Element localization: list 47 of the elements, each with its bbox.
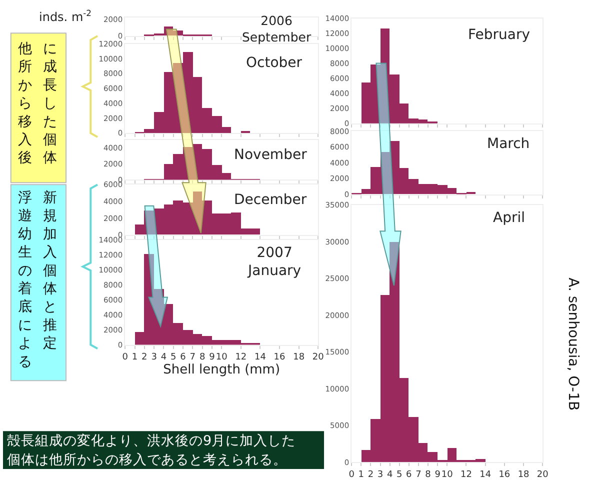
annotation: February <box>468 27 530 43</box>
x-tick-label: 1 <box>132 352 138 363</box>
text: 個体は他所からの移入であると考えられる。 <box>7 452 287 468</box>
x-tick-label: 8 <box>199 352 206 363</box>
x-tick-label: 5 <box>396 470 402 480</box>
annotation: November <box>234 147 308 163</box>
text: 浮遊幼生の着底による <box>18 190 32 370</box>
annotation: April <box>493 210 525 226</box>
text: 他所から移入後 <box>18 41 32 166</box>
x-tick-label: 6 <box>180 352 186 363</box>
x-tick-label: 8 <box>425 470 432 480</box>
x-tick-label: 2 <box>142 352 148 363</box>
x-tick-label: 7 <box>416 470 422 480</box>
x-tick-label: 16 <box>498 470 510 480</box>
annotation: October <box>246 55 302 71</box>
annotation: 2007 January <box>247 245 302 280</box>
x-axis-title: Shell length (mm) <box>163 362 280 378</box>
y-axis-title: inds. m$^{-2}$ <box>39 8 92 24</box>
x-tick-label: 10 <box>441 470 454 480</box>
x-tick-label: 18 <box>518 470 530 480</box>
x-tick-label: 14 <box>480 470 492 480</box>
x-tick-label: 3 <box>377 470 384 480</box>
x-tick-label: 20 <box>312 352 324 363</box>
x-tick-label: 20 <box>536 470 549 480</box>
x-tick-label: 2 <box>368 470 374 480</box>
x-tick-label: 3 <box>151 352 157 363</box>
x-tick-label: 14 <box>254 352 266 363</box>
annotation: March <box>487 136 530 152</box>
x-tick-label: 9 <box>209 352 216 363</box>
annotation: 2006 September <box>242 13 312 44</box>
annotation: December <box>234 192 307 208</box>
x-tick-label: 9 <box>434 470 441 480</box>
x-tick-label: 5 <box>170 352 176 363</box>
x-tick-label: 12 <box>460 470 472 480</box>
text: A. senhousia, O-1B <box>564 278 581 411</box>
x-tick-label: 4 <box>160 352 167 363</box>
text: に成長した個体 <box>43 41 57 166</box>
x-tick-label: 18 <box>293 352 305 363</box>
x-tick-label: 12 <box>235 352 247 363</box>
x-tick-label: 7 <box>190 352 196 363</box>
x-tick-label: 1 <box>358 470 364 480</box>
x-tick-label: 4 <box>386 470 393 480</box>
x-tick-label: 6 <box>406 470 412 480</box>
x-tick-label: 16 <box>274 352 286 363</box>
x-tick-label: 10 <box>216 352 228 363</box>
text: 新規加入個体と推定 <box>43 190 57 352</box>
text: 殻長組成の変化より、洪水後の9月に加入した <box>7 433 296 449</box>
